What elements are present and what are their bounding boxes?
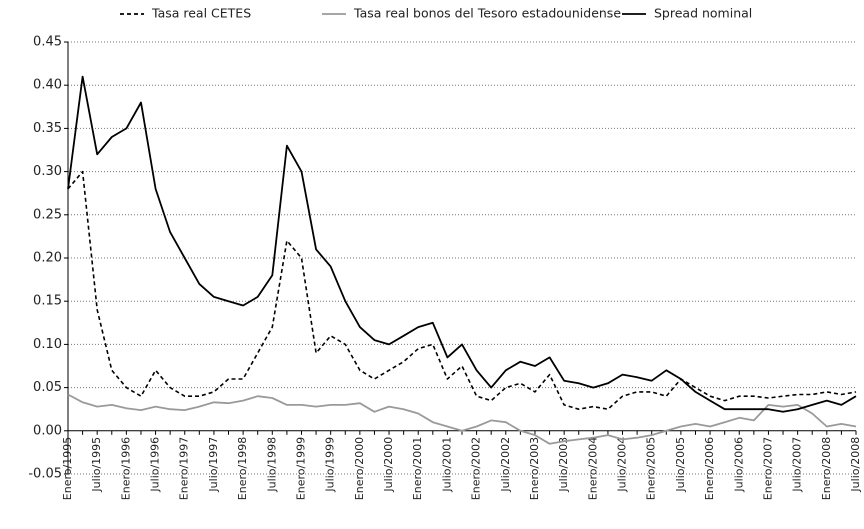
- x-tick-label: Enero/2005: [645, 437, 658, 500]
- x-tick-label: Julio/2000: [382, 437, 395, 493]
- x-tick-label: Enero/1998: [236, 437, 249, 500]
- x-tick-label: Julio/2001: [440, 437, 453, 493]
- x-tick-label: Enero/2002: [470, 437, 483, 500]
- series-line: [67, 75, 857, 413]
- x-tick-label: Enero/1999: [294, 437, 307, 500]
- x-tick-label: Julio/1996: [149, 437, 162, 493]
- x-tick-label: Enero/2000: [353, 437, 366, 500]
- y-tick-label: 0.35: [33, 121, 62, 136]
- y-tick-label: 0.20: [33, 251, 62, 266]
- x-tick-label: Enero/1997: [178, 437, 191, 500]
- x-tick-label: Julio/2002: [499, 437, 512, 493]
- y-tick-label: 0.30: [33, 164, 62, 179]
- x-tick-label: Enero/2006: [703, 437, 716, 500]
- x-tick-label: Julio/1997: [207, 437, 220, 493]
- x-tick-label: Julio/2004: [616, 437, 629, 493]
- x-tick-label: Julio/2006: [732, 437, 745, 493]
- legend-label: Tasa real CETES: [151, 6, 251, 21]
- x-tick-label: Julio/1999: [324, 437, 337, 493]
- y-tick-label: 0.25: [33, 207, 62, 222]
- x-tick-label: Julio/2007: [791, 437, 804, 493]
- y-tick-label: 0.00: [33, 423, 62, 438]
- x-tick-label: Enero/1995: [61, 437, 74, 500]
- x-tick-label: Julio/2005: [674, 437, 687, 493]
- y-tick-label: 0.40: [33, 78, 62, 93]
- x-tick-label: Julio/1998: [265, 437, 278, 493]
- legend: Tasa real CETES Tasa real bonos del Tesor…: [120, 6, 752, 21]
- x-tick-label: Enero/2003: [528, 437, 541, 500]
- x-tick-label: Enero/2007: [761, 437, 774, 500]
- x-tick-label: Julio/2008: [849, 437, 862, 493]
- y-tick-label: 0.15: [33, 294, 62, 309]
- legend-label: Spread nominal: [654, 6, 752, 21]
- x-tick-label: Enero/2001: [411, 437, 424, 500]
- series-line: [67, 170, 857, 410]
- x-tick-label: Enero/1996: [119, 437, 132, 500]
- legend-label: Tasa real bonos del Tesoro estadounidens…: [353, 6, 621, 21]
- x-tick-label: Enero/2008: [820, 437, 833, 500]
- x-tick-label: Julio/2003: [557, 437, 570, 493]
- series-line: [67, 393, 857, 445]
- y-tick-label: -0.05: [28, 467, 62, 482]
- y-tick-label: 0.10: [33, 337, 62, 352]
- y-tick-label: 0.45: [33, 35, 62, 50]
- x-tick-label: Julio/1995: [90, 437, 103, 493]
- x-tick-label: Enero/2004: [586, 437, 599, 500]
- y-tick-label: 0.05: [33, 380, 62, 395]
